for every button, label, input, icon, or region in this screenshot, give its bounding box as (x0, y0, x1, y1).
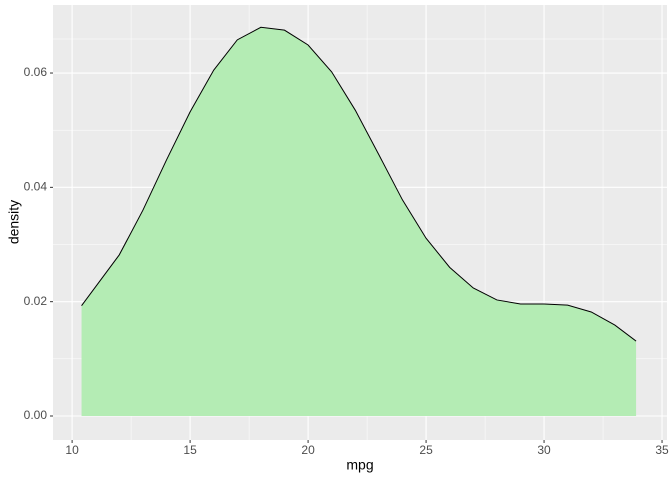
x-tick-label: 30 (537, 443, 551, 457)
y-tick-label: 0.02 (24, 294, 48, 308)
x-tick-label: 10 (65, 443, 79, 457)
x-tick-label: 35 (655, 443, 669, 457)
y-tick-label: 0.00 (24, 408, 48, 422)
x-tick-label: 20 (301, 443, 315, 457)
y-tick-label: 0.04 (24, 180, 48, 194)
density-line (81, 26, 637, 342)
x-tick-label: 25 (419, 443, 433, 457)
x-tick-label: 15 (183, 443, 197, 457)
density-area (81, 27, 637, 416)
y-axis-title: density (6, 200, 22, 244)
x-axis-title: mpg (346, 457, 373, 473)
y-tick-label: 0.06 (24, 65, 48, 79)
